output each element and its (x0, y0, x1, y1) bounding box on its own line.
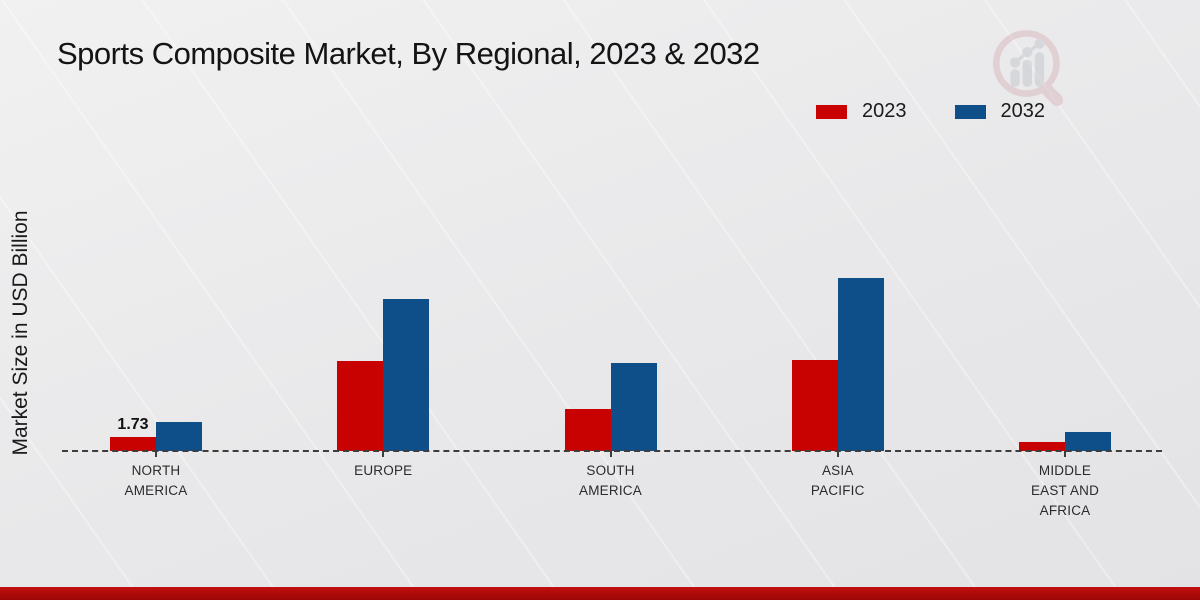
x-axis-baseline (62, 450, 1162, 452)
bar-2023-north-america (110, 437, 156, 451)
y-axis-label: Market Size in USD Billion (9, 210, 32, 456)
magnifier-handle (1040, 83, 1064, 107)
logo-dot-1 (1009, 57, 1021, 68)
logo-bar-3 (1034, 52, 1045, 87)
x-tick-3 (836, 451, 839, 457)
footer-accent-bar (0, 587, 1200, 600)
bar-2023-middle-east-and-africa (1019, 442, 1065, 451)
legend-swatch-2032 (954, 104, 986, 119)
logo-bar-1 (1010, 69, 1020, 87)
page-title: Sports Composite Market, By Regional, 20… (57, 36, 760, 71)
legend: 2023 2032 (816, 100, 1045, 123)
magnifier-ring (992, 30, 1060, 97)
bar-2032-europe (383, 299, 430, 451)
magnifier-bar-chart-logo-icon (992, 30, 1064, 107)
x-category-label-3: ASIA PACIFIC (810, 463, 865, 498)
x-category-label-2: SOUTH AMERICA (579, 463, 642, 498)
legend-item-2023: 2023 (816, 100, 907, 123)
bar-2032-middle-east-and-africa (1065, 432, 1111, 451)
legend-label-2032: 2032 (1000, 100, 1046, 122)
bar-2032-north-america (156, 422, 202, 451)
bar-2032-asia-pacific (837, 278, 884, 451)
x-tick-4 (1064, 451, 1066, 457)
legend-swatch-2023 (816, 104, 847, 119)
x-category-label-1: EUROPE (354, 463, 413, 478)
bar-2023-europe (337, 361, 384, 451)
logo-dot-2 (1022, 47, 1033, 58)
bar-2032-south-america (610, 363, 657, 451)
x-category-label-4: MIDDLE EAST AND AFRICA (1030, 463, 1100, 518)
x-tick-1 (382, 451, 385, 457)
x-tick-0 (155, 451, 157, 457)
bar-2023-asia-pacific (791, 360, 838, 451)
bar-2023-south-america (564, 409, 611, 451)
x-category-label-0: NORTH AMERICA (124, 463, 188, 498)
logo-dot-3 (1034, 38, 1045, 49)
bar-value-label-2023-0: 1.73 (117, 416, 149, 433)
legend-label-2023: 2023 (862, 100, 907, 122)
x-tick-2 (609, 451, 612, 457)
logo-bar-2 (1022, 59, 1032, 87)
legend-item-2032: 2032 (954, 100, 1046, 123)
